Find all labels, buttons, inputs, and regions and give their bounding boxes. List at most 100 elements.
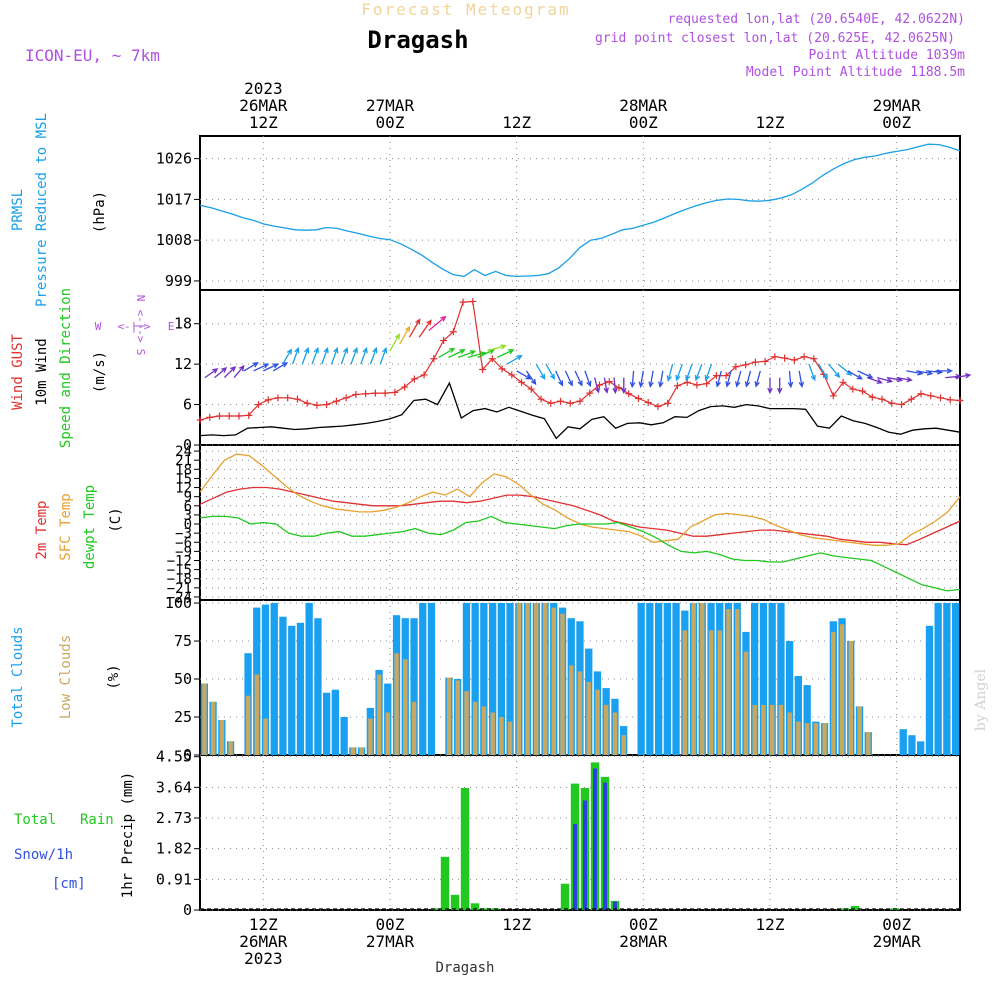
total-cloud-bar: [952, 603, 960, 755]
wind-arrow: [725, 370, 732, 388]
gust-marker: [927, 392, 935, 400]
model-label: ICON-EU, ~ 7km: [25, 46, 160, 65]
wind-arrow: [828, 363, 841, 379]
total-cloud-bar: [934, 603, 942, 755]
dewpt-line: [199, 515, 961, 592]
low-cloud-bar: [228, 741, 233, 755]
product-title: Forecast Meteogram: [361, 0, 570, 19]
wind-arrow: [584, 370, 592, 388]
gust-marker: [323, 401, 331, 409]
time-label-bottom: 12Z: [756, 915, 785, 934]
gridpoint-coords: grid point closest lon,lat (20.625E, 42.…: [595, 31, 955, 46]
tick-label: −15: [167, 563, 192, 579]
total-label: Total: [14, 812, 56, 828]
panel-frame-temperature: [199, 444, 961, 601]
total-cloud-bar: [419, 603, 427, 755]
tick-label: −3: [175, 526, 192, 542]
wind-arrow: [767, 377, 773, 395]
tick-label: −9: [175, 544, 192, 560]
time-label-top: 26MAR: [239, 96, 288, 115]
wind-arrow: [877, 376, 894, 384]
wind-arrow: [389, 333, 401, 352]
gust-marker: [839, 378, 847, 386]
compass-s: S: [134, 349, 147, 356]
time-label-top: 2023: [244, 79, 283, 98]
total-cloud-bar: [917, 741, 925, 755]
gust-marker: [449, 328, 457, 336]
gust-marker: [576, 397, 584, 405]
time-label-bottom: 12Z: [249, 915, 278, 934]
total-cloud-bar: [288, 625, 296, 755]
low-cloud-bar: [569, 665, 574, 755]
total-cloud-bar: [899, 729, 907, 755]
rain-bar: [480, 908, 490, 910]
wind-arrow: [867, 376, 883, 384]
low-cloud-bar: [473, 701, 478, 755]
total-cloud-bar: [751, 603, 759, 755]
wind-arrow: [555, 370, 564, 387]
total-cloud-bar: [261, 604, 270, 755]
snow-unit-label: [cm]: [52, 876, 86, 892]
time-label-top: 00Z: [882, 113, 911, 132]
wind-arrow: [340, 346, 349, 365]
rain-label: Rain: [80, 812, 114, 828]
wind-arrow: [744, 370, 752, 388]
low-cloud-bar: [866, 732, 871, 755]
point-altitude: Point Altitude 1039m: [808, 48, 965, 63]
tick-label: 0: [184, 517, 192, 533]
temp-unit: (C): [108, 507, 124, 532]
total-cloud-bar: [768, 603, 776, 755]
requested-coords: requested lon,lat (20.6540E, 42.0622N): [668, 12, 965, 27]
gust-marker: [303, 399, 311, 407]
time-label-bottom: 27MAR: [366, 932, 415, 951]
low-cloud-bar: [621, 735, 626, 755]
wind-arrow: [612, 377, 618, 395]
gust-marker: [420, 371, 428, 379]
gust-marker: [810, 355, 818, 363]
low-cloud-bar: [394, 653, 399, 755]
tick-label: 1026: [156, 150, 192, 168]
low-cloud-bar: [831, 631, 836, 755]
low-cloud-bar: [857, 706, 862, 755]
gust-marker: [518, 378, 526, 386]
gust-marker: [644, 399, 652, 407]
gust-marker: [264, 396, 272, 404]
time-label-top: 12Z: [502, 113, 531, 132]
tick-label: 9: [184, 490, 192, 506]
gust-marker: [859, 387, 867, 395]
wind-arrow: [350, 346, 358, 365]
snow-bar: [583, 800, 587, 910]
low-cloud-bar: [368, 718, 373, 755]
tick-label: −6: [175, 535, 192, 551]
low-clouds-label: Low Clouds: [58, 635, 74, 719]
wind10m-line: [199, 381, 961, 440]
wind-arrow: [263, 363, 280, 372]
low-cloud-bar: [682, 630, 687, 755]
precip-unit: 1hr Precip (mm): [120, 772, 136, 898]
total-cloud-bar: [279, 616, 287, 755]
low-cloud-bar: [813, 723, 819, 755]
tick-label: 3.64: [156, 778, 192, 796]
tick-label: 6: [184, 499, 192, 515]
gust-marker: [557, 397, 565, 405]
time-label-bottom: 29MAR: [873, 932, 922, 951]
tick-label: 12: [175, 481, 192, 497]
low-cloud-bar: [534, 603, 539, 755]
total-cloud-bar: [323, 692, 331, 755]
tick-label: 15: [175, 471, 192, 487]
wind-arrow: [516, 370, 532, 380]
gust-marker: [634, 395, 642, 402]
wind-arrow: [603, 377, 609, 394]
time-label-bottom: 00Z: [882, 915, 911, 934]
low-cloud-bar: [551, 607, 556, 755]
wind-arrow: [428, 315, 447, 331]
wind-arrow: [658, 370, 664, 388]
compass-ns-arrows: <-|->: [134, 309, 147, 342]
gust-marker: [440, 337, 448, 345]
snow-bar: [593, 768, 597, 910]
gust-marker: [693, 381, 701, 389]
gust-marker: [459, 298, 467, 306]
gust-marker: [800, 353, 808, 361]
